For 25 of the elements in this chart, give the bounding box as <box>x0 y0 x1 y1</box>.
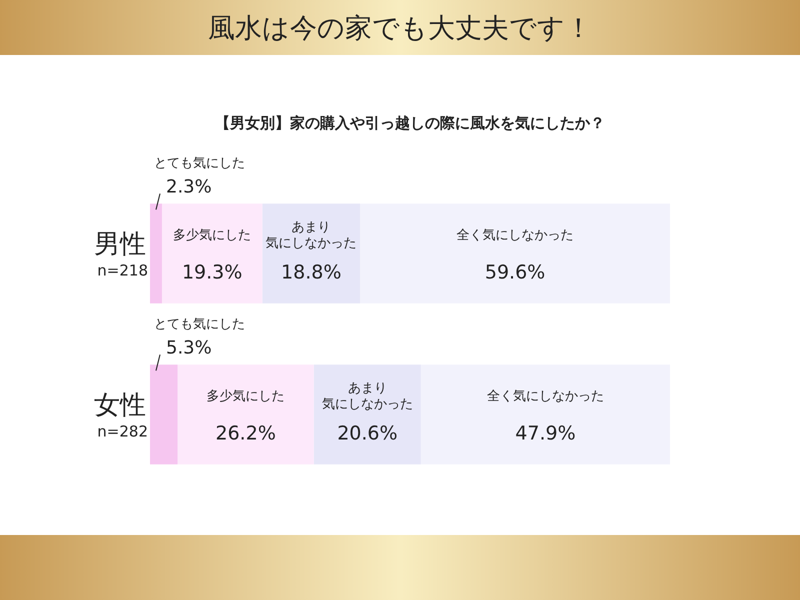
series-label: とても気にした <box>154 316 245 332</box>
header-banner: 風水は今の家でも大丈夫です！ <box>0 0 800 55</box>
bar <box>178 364 314 464</box>
bar <box>162 204 262 304</box>
bar <box>150 364 178 464</box>
y-tick-label: 男性 n=218 <box>94 229 148 280</box>
text: あまり気にしなかった <box>322 380 413 412</box>
data-label: 5.3% <box>166 337 212 358</box>
data-label: 47.9% <box>515 422 576 444</box>
data-label: 26.2% <box>216 422 276 444</box>
data-label: 19.3% <box>182 261 242 284</box>
series-label: あまり気にしなかった <box>266 220 357 251</box>
data-label: 20.6% <box>337 422 398 444</box>
data-label: 2.3% <box>166 176 212 198</box>
text: とても気にした <box>154 156 245 171</box>
text: 多少気にした <box>206 388 285 404</box>
data-label: 18.8% <box>281 261 342 284</box>
bar <box>150 204 162 304</box>
chart-subtitle: 【男女別】家の購入や引っ越しの際に風水を気にしたか？ <box>215 114 605 132</box>
chart-title: 風水は今の家でも大丈夫です！ <box>208 12 592 46</box>
series-label: 多少気にした <box>173 228 252 243</box>
data-label: 59.6% <box>484 261 546 284</box>
text: 全く気にしなかった <box>486 388 604 404</box>
series-label: 全く気にしなかった <box>456 228 574 243</box>
y-tick-label: 女性 n=282 <box>94 390 148 440</box>
